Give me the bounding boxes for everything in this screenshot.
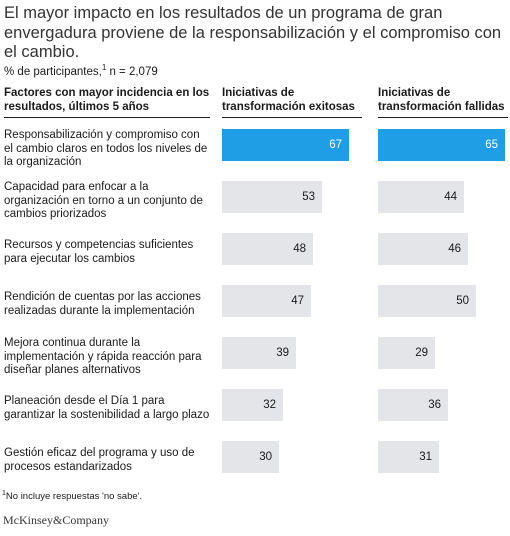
brand-logo: McKinsey&Company [3,513,109,527]
success-value-label: 67 [329,139,342,151]
fail-value-label: 50 [456,295,469,307]
success-value-label: 39 [276,347,289,359]
success-bar [222,285,311,317]
fail-bar [378,389,448,421]
fail-value-label: 65 [485,139,498,151]
category-label: Rendición de cuentas por las acciones re… [4,291,201,317]
fail-column-header: Iniciativas de transformación fallidas [378,87,508,118]
fail-bar [378,441,439,473]
success-column-header: Iniciativas de transformación exitosas [222,87,362,118]
success-bar [222,233,313,265]
chart-subtitle: % de participantes,1 n = 2,079 [4,63,158,78]
success-value-label: 32 [263,399,276,411]
fail-value-label: 29 [415,347,428,359]
category-label: Planeación desde el Día 1 para garantiza… [4,395,210,421]
fail-bar [378,233,468,265]
fail-value-label: 36 [428,399,441,411]
category-label: Mejora continua durante la implementació… [4,337,202,376]
subtitle-footnote-mark: 1 [101,63,107,73]
success-bar [222,337,296,369]
fail-value-label: 31 [419,451,432,463]
footnote: 1No incluye respuestas 'no sabe'. [2,489,143,502]
success-bar [222,389,283,421]
success-value-label: 30 [259,451,272,463]
category-label: Capacidad para enfocar a la organización… [4,181,203,220]
success-bar [222,441,279,473]
success-value-label: 47 [291,295,304,307]
footnote-text: No incluye respuestas 'no sabe'. [5,491,143,502]
chart-title: El mayor impacto en los resultados de un… [4,4,502,61]
fail-bar [378,285,476,317]
subtitle-sample-size: n = 2,079 [106,66,158,78]
subtitle-text: % de participantes, [4,66,102,78]
category-label: Gestión eficaz del programa y uso de pro… [4,447,195,473]
factor-column-header: Factores con mayor incidencia en los res… [4,87,210,118]
success-value-label: 53 [302,191,315,203]
fail-bar [378,181,464,213]
success-bar [222,181,322,213]
fail-bar [378,337,435,369]
fail-value-label: 46 [448,243,461,255]
category-label: Recursos y competencias suficientes para… [4,239,194,265]
fail-value-label: 44 [444,191,457,203]
success-value-label: 48 [293,243,306,255]
fail-bar [378,129,505,161]
success-bar [222,129,349,161]
category-label: Responsabilización y compromiso con el c… [4,129,208,168]
footnote-mark: 1 [2,489,6,497]
